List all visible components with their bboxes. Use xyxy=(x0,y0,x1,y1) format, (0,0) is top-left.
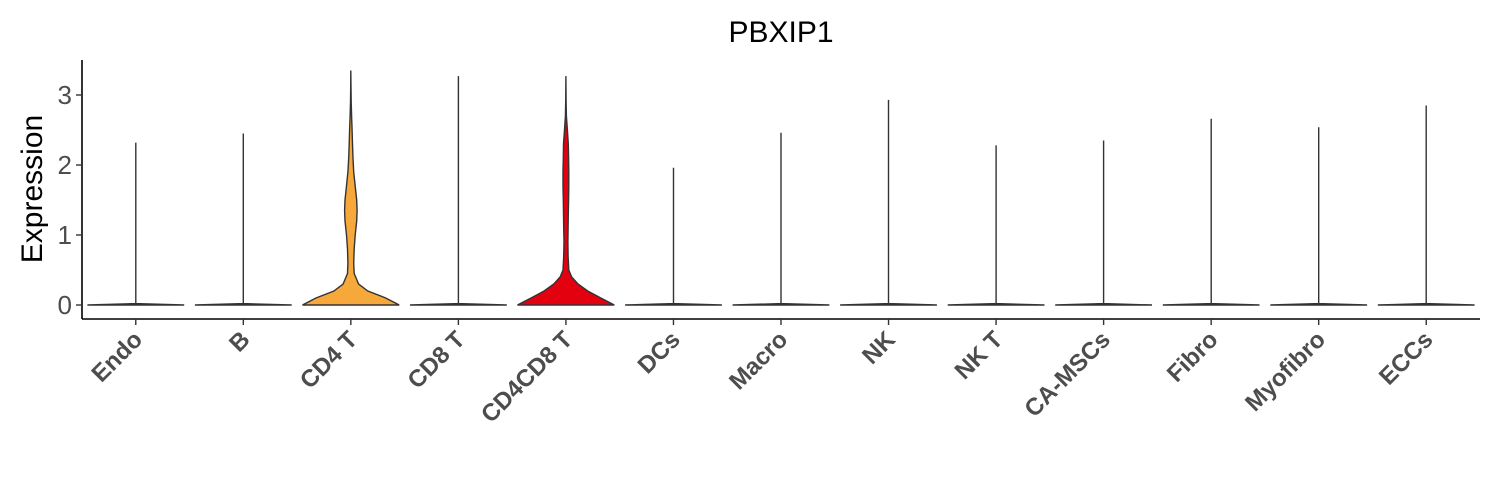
violin-nk xyxy=(840,99,937,306)
y-axis-label: Expression xyxy=(16,115,49,263)
violin-endo xyxy=(87,142,185,306)
x-tick-label: CD4 T xyxy=(295,326,363,394)
x-tick-label: Macro xyxy=(724,326,793,395)
violin-nk-t xyxy=(947,145,1045,306)
x-axis: Endo B CD4 T CD8 T CD4CD8 T DCs Macro NK NK T CA-… xyxy=(82,318,1480,428)
violin-macro xyxy=(732,132,830,306)
x-tick-label: ECCs xyxy=(1374,326,1438,390)
violin-cd4cd8-t xyxy=(517,76,615,306)
y-tick-label: 3 xyxy=(58,80,72,110)
x-tick-label: Endo xyxy=(87,326,149,388)
violin-layer xyxy=(87,70,1475,306)
x-tick-label: B xyxy=(224,326,255,357)
violin-fibro xyxy=(1162,118,1260,306)
x-tick-label: CD8 T xyxy=(403,326,471,394)
chart-title: PBXIP1 xyxy=(728,16,833,49)
x-tick-label: Myofibro xyxy=(1240,326,1331,417)
x-tick-label: CA-MSCs xyxy=(1019,326,1115,422)
violin-b xyxy=(194,133,292,306)
violin-eccs xyxy=(1377,105,1475,306)
x-tick-label: NK xyxy=(857,326,901,370)
y-tick-label: 1 xyxy=(58,220,72,250)
violin-cd8-t xyxy=(409,76,507,306)
x-tick-label: CD4CD8 T xyxy=(476,326,578,428)
x-tick-label: NK T xyxy=(950,326,1009,385)
x-tick-label: DCs xyxy=(633,326,686,379)
y-tick-label: 0 xyxy=(58,290,72,320)
violin-dcs xyxy=(625,167,722,306)
violin-cd4-t xyxy=(302,70,400,306)
y-axis: 0 1 2 3 xyxy=(58,60,83,320)
x-tick-label: Fibro xyxy=(1162,326,1224,388)
y-tick-label: 2 xyxy=(58,150,72,180)
violin-myofibro xyxy=(1270,127,1368,306)
violin-ca-mscs xyxy=(1055,140,1153,306)
